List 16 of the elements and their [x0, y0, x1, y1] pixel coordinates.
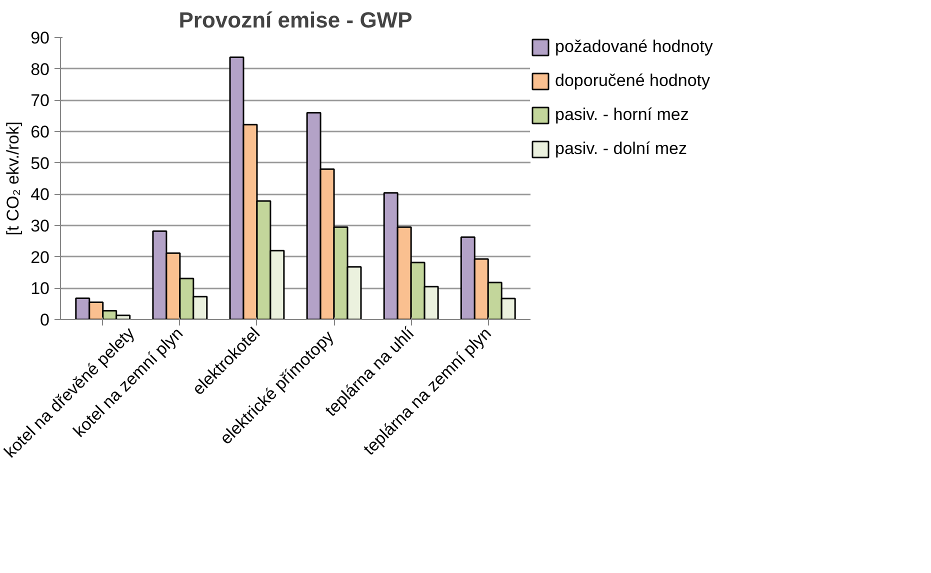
y-tick-label: 70 — [30, 91, 50, 110]
y-tick-label: 10 — [30, 279, 50, 298]
y-axis-title: [t CO₂ ekv./rok] — [4, 122, 23, 236]
legend-label: doporučené hodnoty — [555, 71, 710, 91]
y-tick-label: 20 — [30, 248, 50, 267]
y-tick-label: 60 — [30, 122, 50, 142]
y-tick-label: 30 — [30, 216, 50, 236]
y-tick-label: 80 — [30, 60, 50, 79]
legend-label: pasiv. - horní mez — [555, 105, 689, 125]
y-tick-label: 90 — [30, 28, 50, 48]
legend-label: požadované hodnoty — [555, 37, 713, 57]
legend-label: pasiv. - dolní mez — [555, 139, 687, 159]
chart-title: Provozní emise - GWP — [178, 8, 412, 32]
y-tick-label: 0 — [40, 310, 50, 330]
y-tick-label: 40 — [30, 185, 50, 204]
y-tick-label: 50 — [30, 154, 50, 173]
